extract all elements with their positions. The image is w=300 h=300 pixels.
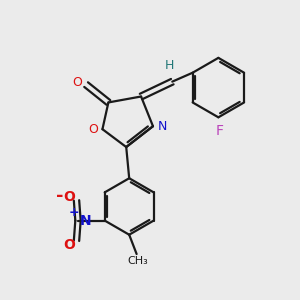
- Text: O: O: [63, 190, 75, 204]
- Text: CH₃: CH₃: [128, 256, 148, 266]
- Text: O: O: [72, 76, 82, 89]
- Text: O: O: [63, 238, 75, 252]
- Text: H: H: [165, 59, 174, 72]
- Text: F: F: [216, 124, 224, 138]
- Text: N: N: [80, 214, 91, 228]
- Text: +: +: [68, 206, 79, 219]
- Text: -: -: [56, 187, 64, 205]
- Text: N: N: [158, 120, 167, 133]
- Text: O: O: [88, 123, 98, 136]
